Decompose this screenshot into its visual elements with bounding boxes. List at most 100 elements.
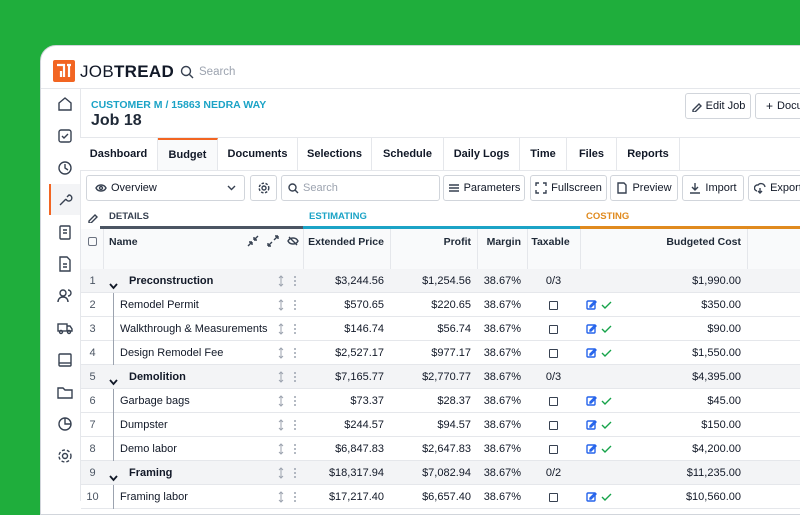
costing-icons[interactable] (586, 491, 612, 502)
toolbar-button[interactable]: Parameters (443, 175, 525, 201)
add-document-button[interactable]: +Document (755, 93, 800, 119)
expand-chevron[interactable] (109, 373, 118, 391)
column-header-bg (81, 229, 800, 270)
tab[interactable]: Time (520, 138, 567, 170)
toolbar-button[interactable]: Preview (610, 175, 678, 201)
column-header[interactable]: Taxable (531, 236, 570, 248)
breadcrumb[interactable]: CUSTOMER M / 15863 NEDRA WAY (91, 99, 267, 111)
row-handles[interactable] (277, 443, 299, 458)
taxable-checkbox[interactable] (549, 349, 558, 358)
row-number: 10 (86, 491, 99, 503)
tree-line (113, 341, 114, 365)
taxable-checkbox[interactable] (549, 397, 558, 406)
tree-line (113, 293, 114, 317)
tab[interactable]: Budget (158, 138, 218, 170)
margin: 38.67% (483, 299, 521, 311)
row-name: Demolition (129, 371, 186, 383)
costing-icons[interactable] (586, 347, 612, 358)
costing-icons[interactable] (586, 299, 612, 310)
profit: $6,657.40 (422, 491, 471, 503)
column-header[interactable]: Name (109, 236, 138, 248)
column-header[interactable]: Budgeted Cost (666, 236, 741, 248)
column-header[interactable]: Margin (486, 236, 521, 248)
extended-price: $244.57 (344, 419, 384, 431)
item-row[interactable] (81, 437, 800, 461)
budgeted-cost: $90.00 (707, 323, 741, 335)
tab-label: Dashboard (89, 148, 148, 160)
tab-label: Time (530, 148, 556, 160)
row-number: 5 (89, 371, 96, 383)
row-handles[interactable] (277, 467, 299, 482)
group-underline (100, 226, 303, 229)
header-tools[interactable] (247, 235, 299, 247)
profit: $1,254.56 (422, 275, 471, 287)
view-select[interactable]: Overview (86, 175, 245, 201)
costing-icons[interactable] (586, 395, 612, 406)
item-row[interactable] (81, 293, 800, 317)
tab[interactable]: Schedule (372, 138, 444, 170)
row-number: 8 (89, 443, 96, 455)
tree-line (113, 317, 114, 341)
expand-chevron[interactable] (109, 469, 118, 487)
row-handles[interactable] (277, 371, 299, 386)
item-row[interactable] (81, 341, 800, 365)
row-handles[interactable] (277, 299, 299, 314)
costing-icons[interactable] (586, 443, 612, 454)
job-title: Job 18 (91, 112, 142, 129)
taxable-checkbox[interactable] (549, 301, 558, 310)
group-row[interactable] (81, 365, 800, 389)
view-label: Overview (111, 182, 157, 194)
row-handles[interactable] (277, 323, 299, 338)
margin: 38.67% (483, 275, 521, 287)
taxable-checkbox[interactable] (549, 325, 558, 334)
tab[interactable]: Reports (617, 138, 680, 170)
column-header[interactable]: Profit (443, 236, 471, 248)
costing-icons[interactable] (586, 419, 612, 430)
toolbar-button[interactable]: Fullscreen (530, 175, 607, 201)
row-handles[interactable] (277, 491, 299, 506)
item-row[interactable] (81, 389, 800, 413)
budgeted-cost: $150.00 (701, 419, 741, 431)
extended-price: $570.65 (344, 299, 384, 311)
group-row[interactable] (81, 461, 800, 485)
tab[interactable]: Dashboard (80, 138, 158, 170)
tab[interactable]: Documents (218, 138, 298, 170)
row-number: 9 (89, 467, 96, 479)
profit: $7,082.94 (422, 467, 471, 479)
tab-label: Files (578, 148, 605, 160)
taxable-checkbox[interactable] (549, 421, 558, 430)
edit-job-button[interactable]: Edit Job (685, 93, 751, 119)
sidebar-icons[interactable] (57, 96, 73, 476)
taxable-count: 0/3 (545, 275, 562, 287)
margin: 38.67% (483, 443, 521, 455)
column-header[interactable]: Extended Price (308, 236, 384, 248)
row-handles[interactable] (277, 347, 299, 362)
table-search[interactable]: Search (281, 175, 440, 201)
global-search[interactable]: Search (199, 66, 236, 78)
logo-icon (53, 60, 75, 82)
taxable-checkbox[interactable] (549, 445, 558, 454)
profit: $2,647.83 (422, 443, 471, 455)
logo-text: JOBTREAD (80, 62, 174, 82)
expand-chevron[interactable] (109, 277, 118, 295)
item-row[interactable] (81, 317, 800, 341)
tab[interactable]: Files (567, 138, 617, 170)
row-name: Framing (129, 467, 173, 479)
row-handles[interactable] (277, 419, 299, 434)
row-handles[interactable] (277, 275, 299, 290)
select-all-checkbox[interactable] (88, 237, 97, 246)
plus: + (766, 99, 774, 113)
tab[interactable]: Daily Logs (444, 138, 520, 170)
item-row[interactable] (81, 413, 800, 437)
costing-icons[interactable] (586, 323, 612, 334)
settings-button[interactable] (250, 175, 277, 201)
row-number: 3 (89, 323, 96, 335)
page: {"app": {"logo_job": "JOB", "logo_tread"… (40, 45, 800, 515)
toolbar-button[interactable]: Export (748, 175, 800, 201)
group-row[interactable] (81, 269, 800, 293)
toolbar-button[interactable]: Import (682, 175, 744, 201)
row-handles[interactable] (277, 395, 299, 410)
row-number: 6 (89, 395, 96, 407)
tab[interactable]: Selections (298, 138, 372, 170)
group-underline (303, 226, 580, 229)
